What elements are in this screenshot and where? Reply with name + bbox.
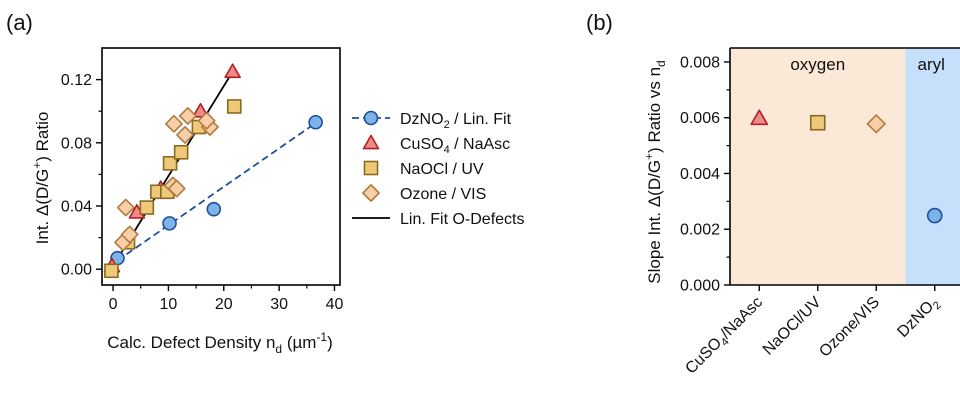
data-point-diamond <box>176 125 194 144</box>
fit-line <box>116 122 317 262</box>
x-tick-label: 40 <box>326 296 344 313</box>
panel-a-ylabel: Int. Δ(D/G+) Ratio <box>30 112 52 245</box>
panel-a-xlabel-main: Calc. Defect Density n <box>107 333 275 352</box>
x-category-label: Ozone/VIS <box>816 294 883 361</box>
legend-label: CuSO4 / NaAsc <box>400 136 510 156</box>
panel-a-frame <box>101 47 341 286</box>
legend-label: DzNO2 / Lin. Fit <box>400 111 512 131</box>
panel-a-ylabel-main: Int. Δ(D/G <box>33 169 52 245</box>
x-category-label: CuSO4/NaAsc <box>682 294 768 380</box>
slope-point-circle <box>926 207 943 224</box>
data-point-square <box>104 263 119 279</box>
data-point-circle <box>308 114 323 130</box>
legend-label: NaOCl / UV <box>400 161 484 178</box>
panel-b-ylabel-main: Slope Int. Δ(D/G <box>645 160 664 284</box>
x-tick-label: 20 <box>215 296 233 313</box>
data-point-diamond <box>197 111 216 130</box>
data-point-circle <box>162 216 177 231</box>
panel-a-xlabel-unit-sup: -1 <box>316 330 327 344</box>
y-tick-label: 0.006 <box>680 110 720 127</box>
x-tick-label: 0 <box>109 296 118 313</box>
panel-a-xlabel-sub: d <box>275 342 282 356</box>
data-point-diamond <box>116 198 135 217</box>
panel-b-ylabel-post: ) Ratio vs n <box>645 67 664 153</box>
data-point-square <box>162 156 178 171</box>
region-aryl <box>905 48 960 285</box>
data-point-diamond <box>167 179 186 198</box>
panel-b-plot: oxygen aryl 0.000 0.002 0.004 0.006 0.008 CuSO4… <box>680 47 960 380</box>
legend-marker-circle <box>363 110 379 126</box>
data-point-circle <box>206 201 222 217</box>
slope-point-diamond <box>866 114 886 134</box>
data-point-square <box>226 99 242 114</box>
slope-point-square <box>809 114 826 131</box>
panel-b-ylabel-sup: + <box>642 153 656 160</box>
panel-b-ylabel-sub: d <box>654 60 668 67</box>
x-category-label: DzNO2 <box>894 294 943 343</box>
legend-label: Lin. Fit O-Defects <box>400 211 524 228</box>
region-label: oxygen <box>790 55 845 74</box>
panel-b-label: (b) <box>586 10 613 35</box>
y-tick-label: 0.12 <box>61 72 92 89</box>
panel-a-plot: 0 10 20 30 40 0.00 0.04 0.08 0.12 <box>61 47 344 313</box>
region-oxygen <box>730 48 906 285</box>
panel-a-xlabel-unit-post: ) <box>327 333 333 352</box>
x-category-label: NaOCl/UV <box>760 294 825 359</box>
data-point-triangle <box>192 102 209 118</box>
slope-point-triangle <box>750 109 769 126</box>
region-label: aryl <box>918 55 945 74</box>
panel-a-xlabel-unit: (µm <box>282 333 316 352</box>
legend-label: Ozone / VIS <box>400 186 486 203</box>
data-point-diamond <box>178 107 197 125</box>
panel-a-legend: DzNO2 / Lin. Fit CuSO4 / NaAsc NaOCl / UV O… <box>352 110 524 228</box>
y-tick-label: 0.000 <box>680 278 720 295</box>
y-tick-label: 0.004 <box>680 166 720 183</box>
legend-marker-diamond <box>362 184 380 202</box>
panel-b-ylabel: Slope Int. Δ(D/G+) Ratio vs nd <box>642 60 668 283</box>
x-tick-label: 10 <box>160 296 178 313</box>
panel-a-label: (a) <box>6 10 33 35</box>
panel-a-ylabel-post: ) Ratio <box>33 112 52 162</box>
data-point-diamond <box>120 225 139 244</box>
panel-a-ylabel-sup: + <box>30 162 44 169</box>
y-tick-label: 0.00 <box>61 262 92 279</box>
y-tick-label: 0.008 <box>680 54 720 71</box>
data-point-diamond <box>165 114 183 133</box>
data-point-triangle <box>224 63 241 79</box>
legend-marker-square <box>363 160 379 176</box>
data-point-square <box>139 200 155 215</box>
legend-marker-triangle <box>362 134 380 150</box>
x-tick-label: 30 <box>270 296 288 313</box>
y-tick-label: 0.002 <box>680 222 720 239</box>
panel-a-xlabel: Calc. Defect Density nd (µm-1) <box>107 330 333 356</box>
y-tick-label: 0.08 <box>61 135 92 152</box>
y-tick-label: 0.04 <box>61 199 92 216</box>
data-point-square <box>173 144 189 160</box>
